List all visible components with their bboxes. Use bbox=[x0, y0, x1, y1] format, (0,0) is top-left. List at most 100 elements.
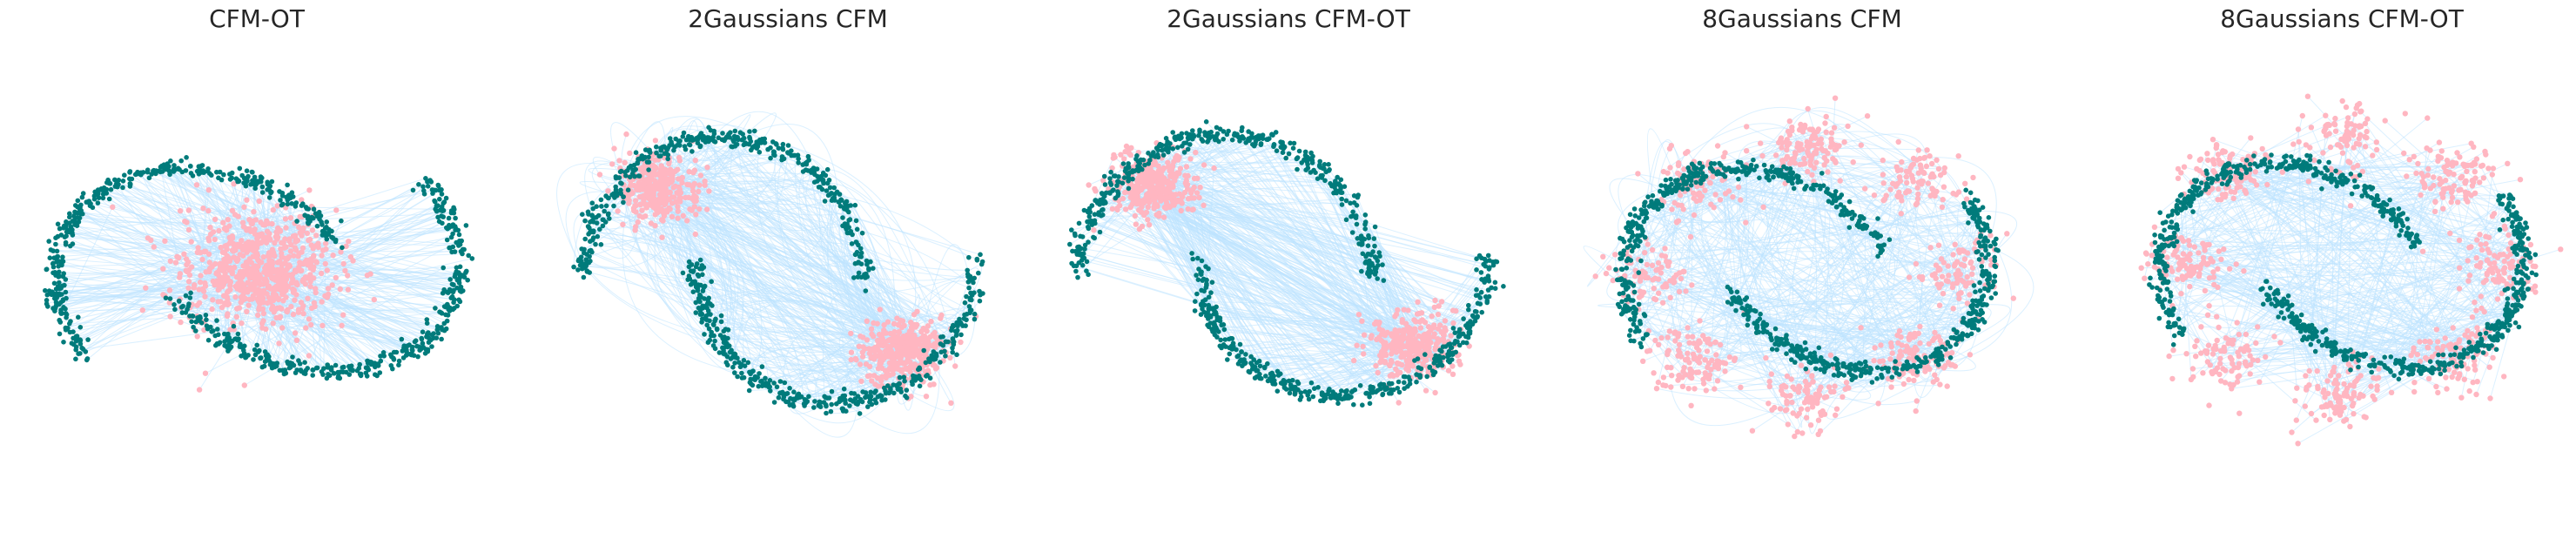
target-point bbox=[129, 176, 135, 182]
source-point bbox=[256, 198, 262, 205]
source-point bbox=[1187, 156, 1194, 162]
source-point bbox=[364, 273, 371, 279]
target-point bbox=[294, 367, 300, 373]
target-point bbox=[185, 304, 192, 309]
target-point bbox=[90, 205, 96, 211]
source-point bbox=[325, 286, 332, 292]
target-point bbox=[618, 168, 624, 174]
source-point bbox=[300, 226, 306, 232]
source-point bbox=[264, 291, 270, 297]
source-point bbox=[306, 236, 313, 243]
source-point bbox=[206, 259, 212, 266]
source-point bbox=[299, 232, 305, 239]
target-point bbox=[44, 266, 50, 273]
source-point bbox=[263, 262, 270, 269]
target-point bbox=[71, 329, 76, 334]
target-point bbox=[61, 271, 66, 276]
source-point bbox=[246, 217, 252, 223]
target-point bbox=[686, 264, 692, 270]
source-point bbox=[110, 204, 116, 210]
target-point bbox=[851, 391, 858, 396]
source-point bbox=[891, 328, 898, 335]
target-point bbox=[100, 195, 106, 201]
target-point bbox=[200, 168, 206, 173]
target-point bbox=[439, 192, 445, 197]
source-point bbox=[923, 394, 930, 400]
source-point bbox=[224, 254, 230, 260]
source-point bbox=[194, 302, 200, 308]
target-point bbox=[690, 289, 696, 295]
target-point bbox=[419, 346, 424, 352]
source-point bbox=[885, 337, 891, 344]
source-point bbox=[219, 266, 226, 272]
target-point bbox=[642, 147, 649, 152]
target-point bbox=[378, 354, 383, 359]
target-point bbox=[636, 173, 642, 179]
source-point bbox=[658, 217, 665, 223]
source-point bbox=[219, 249, 226, 255]
target-point bbox=[420, 340, 426, 347]
target-point bbox=[305, 213, 311, 219]
target-point bbox=[711, 131, 717, 137]
target-point bbox=[184, 155, 189, 160]
source-point bbox=[271, 266, 277, 273]
target-point bbox=[582, 218, 588, 224]
source-point bbox=[295, 253, 301, 259]
source-point bbox=[217, 277, 223, 284]
target-point bbox=[455, 227, 461, 233]
target-point bbox=[721, 348, 726, 354]
target-point bbox=[593, 241, 598, 247]
target-point bbox=[231, 323, 237, 329]
trajectory-line bbox=[313, 255, 322, 372]
source-point bbox=[697, 172, 704, 179]
target-point bbox=[704, 322, 710, 328]
target-point bbox=[235, 331, 241, 337]
target-point bbox=[343, 369, 349, 375]
source-point bbox=[899, 318, 906, 324]
target-point bbox=[646, 167, 651, 172]
target-point bbox=[75, 198, 81, 204]
target-point bbox=[954, 327, 960, 334]
source-point bbox=[275, 279, 281, 285]
target-point bbox=[294, 219, 299, 224]
source-point bbox=[252, 276, 259, 283]
target-point bbox=[853, 218, 859, 224]
target-point bbox=[444, 237, 450, 243]
target-point bbox=[598, 197, 604, 203]
target-point bbox=[396, 362, 401, 368]
target-point bbox=[145, 167, 151, 172]
target-point bbox=[841, 386, 847, 392]
target-point bbox=[454, 269, 459, 274]
source-point bbox=[290, 311, 297, 318]
source-point bbox=[286, 263, 293, 269]
target-point bbox=[589, 200, 595, 205]
target-point bbox=[734, 142, 740, 147]
target-point bbox=[237, 344, 243, 349]
target-point bbox=[439, 325, 444, 330]
source-point bbox=[312, 303, 318, 310]
target-point bbox=[879, 397, 884, 403]
source-point bbox=[244, 308, 250, 314]
source-point bbox=[233, 313, 239, 320]
target-point bbox=[67, 214, 72, 220]
target-point bbox=[407, 352, 413, 357]
target-point bbox=[300, 201, 306, 206]
trajectory-line bbox=[56, 288, 277, 319]
source-point bbox=[181, 251, 187, 257]
target-point bbox=[806, 158, 811, 163]
target-point bbox=[790, 152, 797, 158]
target-point bbox=[978, 252, 983, 258]
target-point bbox=[77, 205, 83, 212]
target-point bbox=[790, 403, 797, 409]
target-point bbox=[697, 257, 703, 263]
source-point bbox=[1201, 162, 1207, 168]
target-point bbox=[84, 356, 91, 361]
target-point bbox=[866, 267, 871, 273]
target-point bbox=[732, 351, 737, 357]
source-point bbox=[896, 344, 903, 350]
target-point bbox=[871, 266, 876, 272]
source-point bbox=[309, 227, 316, 233]
trajectory-line bbox=[691, 114, 751, 211]
target-point bbox=[829, 401, 834, 408]
